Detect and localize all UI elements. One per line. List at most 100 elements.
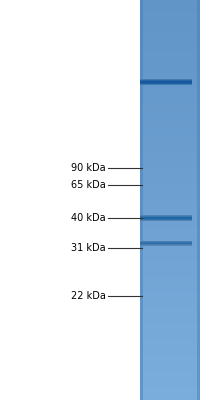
- Bar: [140, 64, 200, 65]
- Bar: [140, 156, 200, 157]
- Bar: [140, 321, 200, 323]
- Bar: [140, 1, 200, 3]
- Bar: [140, 319, 200, 320]
- Bar: [140, 77, 200, 79]
- Bar: [140, 180, 200, 181]
- Bar: [140, 112, 200, 113]
- Bar: [140, 93, 200, 95]
- Bar: [140, 272, 200, 273]
- Bar: [140, 132, 200, 133]
- Bar: [140, 355, 200, 356]
- Bar: [140, 309, 200, 311]
- Bar: [140, 369, 200, 371]
- Bar: [140, 72, 200, 73]
- Bar: [140, 123, 200, 124]
- Bar: [140, 176, 200, 177]
- Bar: [140, 315, 200, 316]
- Bar: [140, 39, 200, 40]
- Bar: [140, 43, 200, 44]
- Bar: [140, 389, 200, 391]
- Bar: [140, 152, 200, 153]
- Bar: [140, 81, 200, 83]
- Bar: [140, 113, 200, 115]
- Bar: [140, 371, 200, 372]
- Bar: [140, 143, 200, 144]
- Bar: [140, 273, 200, 275]
- Bar: [140, 105, 200, 107]
- Bar: [140, 379, 200, 380]
- Bar: [140, 196, 200, 197]
- Bar: [140, 249, 200, 251]
- Bar: [140, 227, 200, 228]
- Bar: [140, 275, 200, 276]
- Bar: [140, 269, 200, 271]
- Bar: [140, 212, 200, 213]
- Bar: [140, 268, 200, 269]
- Bar: [140, 247, 200, 248]
- Bar: [140, 0, 143, 400]
- Bar: [140, 67, 200, 68]
- Bar: [140, 121, 200, 123]
- Bar: [140, 345, 200, 347]
- Bar: [140, 295, 200, 296]
- Text: 65 kDa: 65 kDa: [71, 180, 106, 190]
- Bar: [140, 328, 200, 329]
- Bar: [140, 89, 200, 91]
- Bar: [140, 28, 200, 29]
- Bar: [140, 336, 200, 337]
- Bar: [140, 177, 200, 179]
- Bar: [140, 40, 200, 41]
- Bar: [140, 291, 200, 292]
- Bar: [140, 263, 200, 264]
- Bar: [140, 104, 200, 105]
- Bar: [140, 71, 200, 72]
- Bar: [140, 45, 200, 47]
- Bar: [140, 383, 200, 384]
- Bar: [140, 92, 200, 93]
- Bar: [140, 147, 200, 148]
- Bar: [140, 141, 200, 143]
- Bar: [140, 248, 200, 249]
- Bar: [140, 372, 200, 373]
- Bar: [140, 129, 200, 131]
- Bar: [140, 297, 200, 299]
- Bar: [140, 32, 200, 33]
- Bar: [140, 51, 200, 52]
- Bar: [140, 335, 200, 336]
- Bar: [140, 0, 200, 1]
- Bar: [140, 244, 200, 245]
- Bar: [140, 255, 200, 256]
- Bar: [140, 63, 200, 64]
- Bar: [140, 99, 200, 100]
- Bar: [140, 363, 200, 364]
- Bar: [140, 232, 200, 233]
- Bar: [140, 225, 200, 227]
- Bar: [140, 20, 200, 21]
- Bar: [140, 375, 200, 376]
- Bar: [140, 188, 200, 189]
- Bar: [140, 327, 200, 328]
- Text: 40 kDa: 40 kDa: [71, 213, 106, 223]
- Bar: [140, 288, 200, 289]
- Bar: [140, 391, 200, 392]
- Bar: [140, 256, 200, 257]
- Bar: [140, 261, 200, 263]
- Bar: [140, 241, 200, 243]
- Bar: [140, 4, 200, 5]
- Bar: [140, 155, 200, 156]
- Bar: [140, 101, 200, 103]
- Bar: [140, 352, 200, 353]
- Bar: [140, 128, 200, 129]
- Bar: [140, 184, 200, 185]
- Bar: [140, 27, 200, 28]
- Bar: [140, 47, 200, 48]
- Bar: [140, 220, 200, 221]
- Bar: [140, 304, 200, 305]
- Bar: [140, 79, 200, 80]
- Bar: [140, 373, 200, 375]
- Bar: [140, 211, 200, 212]
- Bar: [140, 36, 200, 37]
- Bar: [140, 281, 200, 283]
- Bar: [140, 59, 200, 60]
- Bar: [140, 341, 200, 343]
